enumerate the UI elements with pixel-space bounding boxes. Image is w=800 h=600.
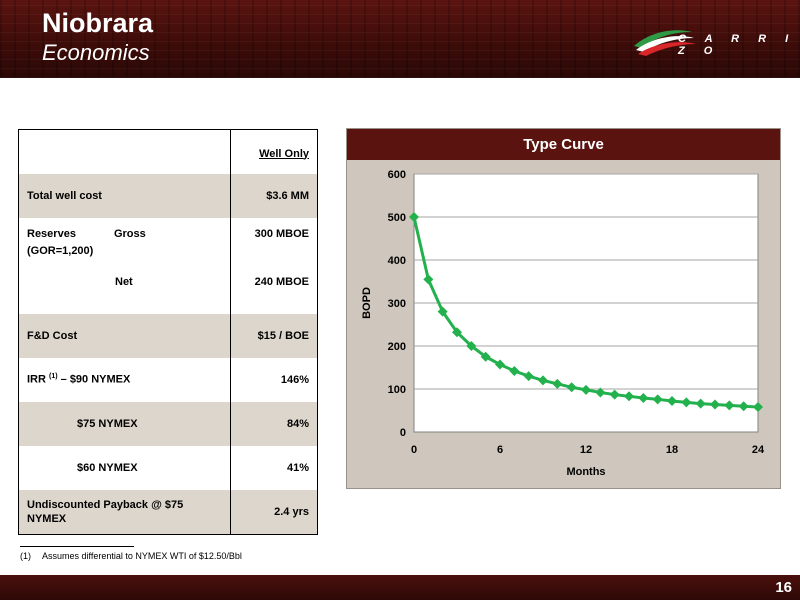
table-row-total-cost: Total well cost $3.6 MM: [18, 173, 318, 218]
well-only-header: Well Only: [231, 130, 318, 174]
y-tick-label: 500: [388, 212, 406, 224]
footnote: (1) Assumes differential to NYMEX WTI of …: [20, 551, 242, 561]
y-tick-label: 200: [388, 341, 406, 353]
footnote-ref: (1): [49, 373, 58, 381]
gross-value: 300 MBOE: [254, 227, 309, 240]
irr-90-label: – $90 NYMEX: [60, 373, 131, 386]
data-point: [609, 389, 620, 400]
data-point: [538, 375, 548, 386]
data-point: [638, 393, 649, 404]
x-axis-label: Months: [566, 466, 605, 478]
header-banner: Niobrara Economics C A R R I Z O: [0, 0, 800, 78]
y-tick-label: 600: [388, 169, 406, 181]
fd-cost-value: $15 / BOE: [230, 313, 318, 358]
irr-60-value: 41%: [286, 461, 309, 474]
chart-title: Type Curve: [523, 136, 604, 153]
table-row-reserves: Reserves Gross (GOR=1,200) Net 300 MBOE 2…: [18, 217, 318, 314]
reserves-value-cell: 300 MBOE 240 MBOE: [231, 218, 318, 314]
page-number: 16: [775, 579, 792, 596]
data-point: [437, 306, 448, 317]
x-tick-label: 18: [666, 444, 678, 456]
data-point: [523, 371, 534, 382]
x-tick-label: 24: [752, 444, 765, 456]
data-point: [681, 397, 692, 408]
data-point: [409, 212, 419, 222]
y-tick-label: 400: [388, 255, 406, 267]
net-value: 240 MBOE: [254, 275, 309, 288]
data-point: [624, 391, 634, 402]
footer-banner: [0, 575, 800, 600]
table-row-irr-75: $75 NYMEX 84%: [18, 401, 318, 446]
net-label: Net: [115, 275, 133, 288]
total-cost-value: $3.6 MM: [230, 173, 318, 218]
table-row-fd-cost: F&D Cost $15 / BOE: [18, 313, 318, 358]
irr-90-label-cell: IRR (1) – $90 NYMEX: [18, 357, 231, 402]
reserves-label-cell: Reserves Gross (GOR=1,200) Net: [18, 217, 231, 314]
table-row-irr-90: IRR (1) – $90 NYMEX 146%: [18, 357, 318, 402]
data-point: [452, 327, 462, 338]
reserves-label: Reserves: [27, 227, 76, 240]
table-corner-cell: [18, 129, 231, 174]
data-point: [695, 398, 706, 409]
total-cost-label: Total well cost: [18, 173, 231, 218]
y-tick-label: 300: [388, 298, 406, 310]
data-point: [581, 384, 591, 395]
y-tick-label: 0: [400, 427, 406, 439]
table-row-irr-60: $60 NYMEX 41%: [18, 445, 318, 490]
data-point: [423, 274, 434, 285]
data-point: [466, 341, 477, 351]
table-header-row: Well Only: [18, 129, 318, 174]
payback-value: 2.4 yrs: [230, 489, 318, 535]
irr-label: IRR: [27, 373, 46, 386]
x-tick-label: 12: [580, 444, 592, 456]
data-point: [509, 365, 520, 376]
data-point: [724, 400, 735, 411]
table-row-payback: Undiscounted Payback @ $75 NYMEX 2.4 yrs: [18, 489, 318, 535]
well-only-label: Well Only: [259, 147, 309, 160]
carrizo-logo-icon: [634, 30, 696, 56]
footnote-text: Assumes differential to NYMEX WTI of $12…: [42, 551, 242, 561]
data-point: [652, 394, 663, 405]
data-point: [738, 401, 749, 412]
data-point: [710, 399, 720, 410]
gross-label: Gross: [113, 227, 146, 240]
data-point: [552, 378, 563, 389]
x-tick-label: 0: [411, 444, 417, 456]
gor-label: (GOR=1,200): [27, 244, 94, 257]
data-point: [566, 382, 577, 393]
data-point: [480, 351, 491, 362]
irr-75-value: 84%: [230, 401, 318, 446]
irr-60-label: $60 NYMEX: [18, 445, 231, 490]
page-title: Niobrara: [42, 8, 154, 38]
data-point: [667, 396, 677, 407]
data-point: [495, 359, 505, 370]
fd-cost-label: F&D Cost: [18, 313, 231, 358]
y-tick-label: 100: [388, 384, 406, 396]
irr-90-value: 146%: [280, 373, 309, 386]
economics-table: Well Only Total well cost $3.6 MM Reserv…: [18, 129, 318, 535]
footnote-rule: [20, 546, 134, 547]
y-axis-label: BOPD: [361, 287, 373, 319]
type-curve-chart: 0 100 200 300 400 500 600 0 6 12 18 24 Months BOPD: [361, 169, 765, 478]
x-tick-label: 6: [497, 444, 503, 456]
data-point: [753, 402, 763, 413]
irr-75-label: $75 NYMEX: [18, 401, 231, 446]
logo-wordmark: C A R R I Z O: [678, 33, 797, 57]
footnote-number: (1): [20, 551, 31, 561]
page-subtitle: Economics: [42, 40, 150, 65]
chart-title-bar: [347, 129, 780, 160]
payback-label: Undiscounted Payback @ $75 NYMEX: [18, 489, 231, 535]
